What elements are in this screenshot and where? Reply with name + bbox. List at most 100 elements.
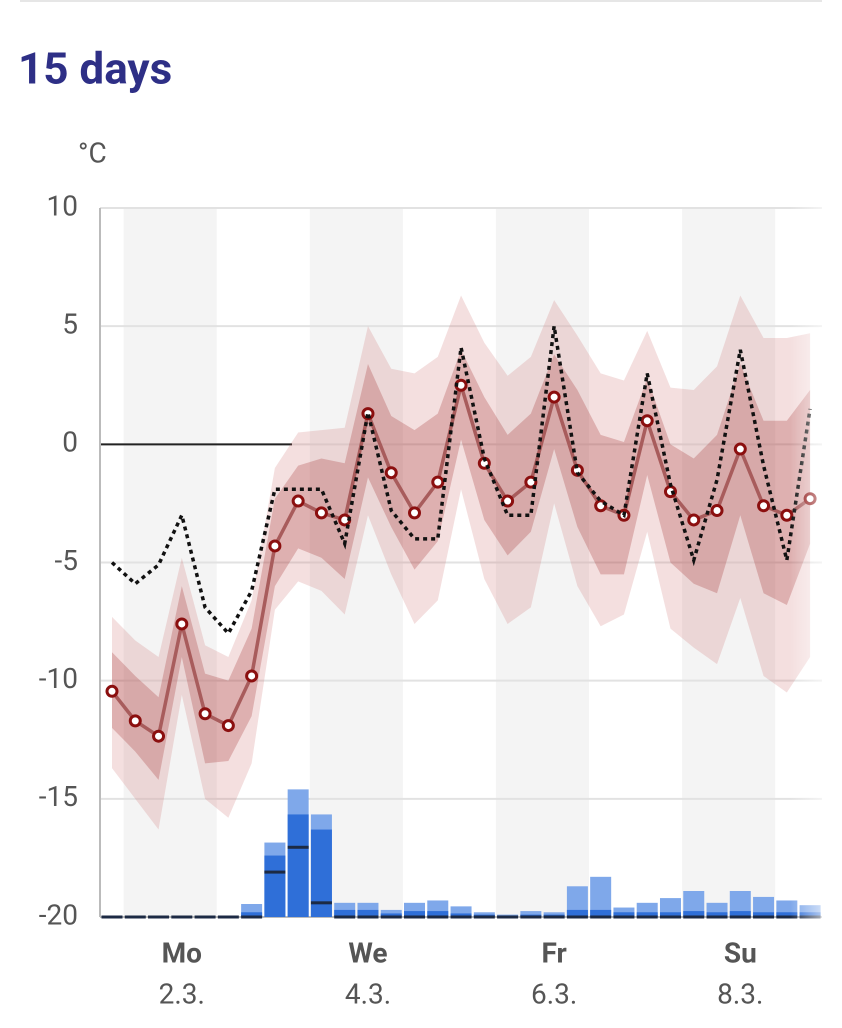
median-point <box>431 475 445 489</box>
precip-bar <box>683 891 705 917</box>
precip-median <box>264 870 286 874</box>
precip-bar-inner <box>590 909 612 917</box>
precip-bar <box>590 876 612 917</box>
median-point <box>291 494 305 508</box>
median-point <box>408 506 422 520</box>
lines <box>105 325 817 743</box>
precip-bar <box>450 906 472 917</box>
unit-label: °C <box>78 136 107 169</box>
precip-bar-inner <box>404 911 426 917</box>
precip-bar-inner <box>706 912 728 917</box>
precip-median <box>636 915 658 919</box>
median-point <box>687 513 701 527</box>
precip-bar-inner <box>427 911 449 917</box>
median-point <box>757 499 771 513</box>
precip-bar-inner <box>287 814 309 917</box>
y-tick-label: -10 <box>39 662 78 695</box>
median-point <box>640 414 654 428</box>
y-tick-label: 5 <box>62 308 78 341</box>
precip-median <box>776 915 798 919</box>
precip-median <box>450 915 472 919</box>
precip-bar-inner <box>683 911 705 917</box>
median-point <box>128 714 142 728</box>
median-point <box>221 719 235 733</box>
precip-bar-inner <box>357 909 379 917</box>
precip-median <box>427 915 449 919</box>
median-point <box>524 475 538 489</box>
y-tick-label: 10 <box>47 189 78 222</box>
precip-median <box>753 915 775 919</box>
precip-median <box>473 915 495 919</box>
precip-bar-inner <box>450 913 472 917</box>
precip-bar-inner <box>241 912 263 917</box>
precip-bar-inner <box>380 913 402 917</box>
precip-median <box>101 915 123 919</box>
median-point <box>175 617 189 631</box>
precipitation <box>101 789 821 919</box>
median-point <box>501 494 515 508</box>
precip-bar-inner <box>613 912 635 917</box>
precip-median <box>124 915 146 919</box>
precip-bar <box>753 896 775 917</box>
precip-median <box>497 915 519 919</box>
spread-band <box>112 349 811 780</box>
day-label: Mo <box>162 936 202 969</box>
median-point <box>314 506 328 520</box>
precip-median <box>148 915 170 919</box>
precip-bar-inner <box>334 909 356 917</box>
precip-median <box>543 915 565 919</box>
date-label: 6.3. <box>531 977 577 1010</box>
precip-median <box>171 915 193 919</box>
day-label: Fr <box>541 936 566 969</box>
precip-median <box>287 845 309 849</box>
y-tick-label: -20 <box>39 898 78 931</box>
precip-bar-inner <box>310 829 332 917</box>
day-label: We <box>348 936 387 969</box>
precip-median <box>590 915 612 919</box>
precip-median <box>520 915 542 919</box>
precip-median <box>241 915 263 919</box>
precip-median <box>683 915 705 919</box>
precip-median <box>380 915 402 919</box>
precip-median <box>357 915 379 919</box>
dotted-line <box>110 325 812 637</box>
precip-median <box>404 915 426 919</box>
labels: 10 5 0 -5 -10 -15 -20 Mo 2.3. We 4.3. Fr 6.3. Su 8.3. <box>39 189 764 1010</box>
section-title: 15 days <box>18 43 172 95</box>
precip-bar-inner <box>659 912 681 917</box>
precip-median <box>566 915 588 919</box>
median-point <box>198 707 212 721</box>
precip-bar-inner <box>753 912 775 917</box>
day-label: Su <box>724 936 757 969</box>
precip-bar-inner <box>566 909 588 917</box>
precip-median <box>217 915 239 919</box>
y-tick-label: -5 <box>55 544 78 577</box>
precip-bar <box>566 886 588 917</box>
y-tick-label: -15 <box>39 780 78 813</box>
precip-median <box>706 915 728 919</box>
precip-bar-inner <box>264 855 286 917</box>
precip-bar <box>729 891 751 917</box>
fade <box>790 200 842 920</box>
median-point <box>152 729 166 743</box>
precip-median <box>334 915 356 919</box>
precip-median <box>659 915 681 919</box>
spread-band <box>112 295 811 830</box>
median-point <box>710 504 724 518</box>
precip-median <box>729 915 751 919</box>
date-label: 8.3. <box>717 977 763 1010</box>
median-point <box>384 466 398 480</box>
precip-median <box>310 901 332 905</box>
bands <box>112 295 811 830</box>
precip-median <box>194 915 216 919</box>
precip-bar <box>380 909 402 917</box>
median-point <box>245 669 259 683</box>
median-point <box>547 390 561 404</box>
date-label: 4.3. <box>345 977 391 1010</box>
median-point <box>268 539 282 553</box>
precip-median <box>613 915 635 919</box>
date-label: 2.3. <box>159 977 205 1010</box>
y-tick-label: 0 <box>62 426 78 459</box>
